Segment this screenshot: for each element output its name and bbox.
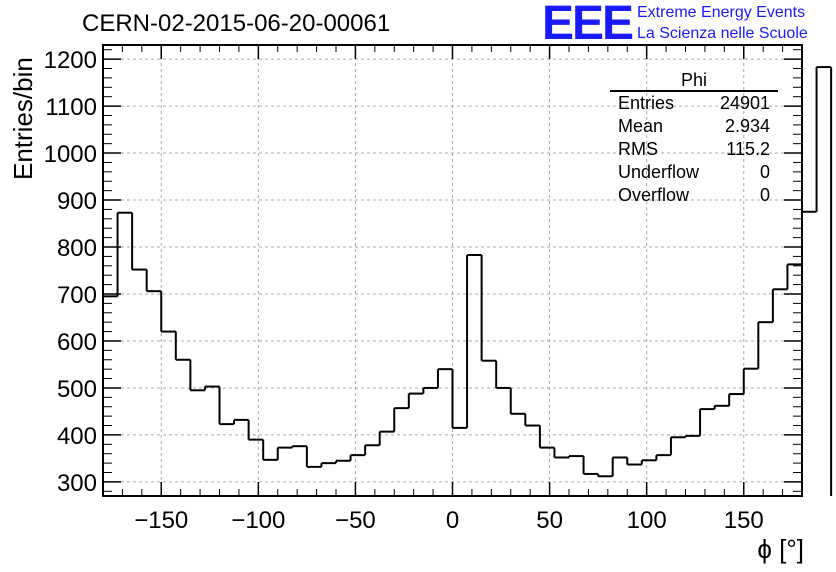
x-tick-label: 50 [536,507,563,534]
x-tick-label: −50 [335,507,376,534]
y-tick-label: 500 [57,376,97,403]
stats-row-entries: Entries 24901 [610,92,778,115]
stats-box: Phi Entries 24901 Mean 2.934 RMS 115.2 Unde… [610,70,778,207]
stats-value: 115.2 [726,139,770,159]
y-axis-label: Entries/bin [8,57,38,180]
stats-label: Entries [618,93,675,113]
stats-title: Phi [610,70,778,92]
x-tick-label: 0 [446,507,459,534]
y-tick-label: 900 [57,188,97,215]
eee-logo: EEE [542,0,634,50]
chart-title: CERN-02-2015-06-20-00061 [82,10,391,37]
y-tick-label: 1000 [44,141,97,168]
y-tick-label: 1100 [45,94,97,121]
x-tick-label: −150 [134,507,188,534]
y-tick-label: 700 [57,282,97,309]
x-axis-label: ϕ [°] [757,534,804,564]
stats-value: 2.934 [724,116,770,136]
logo-line-1: Extreme Energy Events [637,4,806,21]
x-tick-label: −100 [231,507,285,534]
stats-row-mean: Mean 2.934 [610,115,778,138]
stats-label: Underflow [618,162,700,182]
y-tick-label: 300 [57,470,97,497]
x-tick-label: 100 [627,507,667,534]
y-tick-label: 1200 [44,47,97,74]
stats-row-underflow: Underflow 0 [610,161,778,184]
ticks-layer [103,45,802,496]
stats-value: 0 [759,162,770,182]
stats-label: Overflow [618,185,690,205]
x-tick-label: 150 [724,507,764,534]
stats-label: RMS [618,139,658,159]
stats-row-overflow: Overflow 0 [610,184,778,207]
stats-row-rms: RMS 115.2 [610,138,778,161]
y-tick-label: 400 [57,423,97,450]
y-tick-label: 800 [57,235,97,262]
y-tick-label: 600 [57,329,97,356]
stats-label: Mean [618,116,664,136]
stats-value: 24901 [719,93,770,113]
stats-value: 0 [759,185,770,205]
logo-line-2: La Scienza nelle Scuole [637,25,808,42]
